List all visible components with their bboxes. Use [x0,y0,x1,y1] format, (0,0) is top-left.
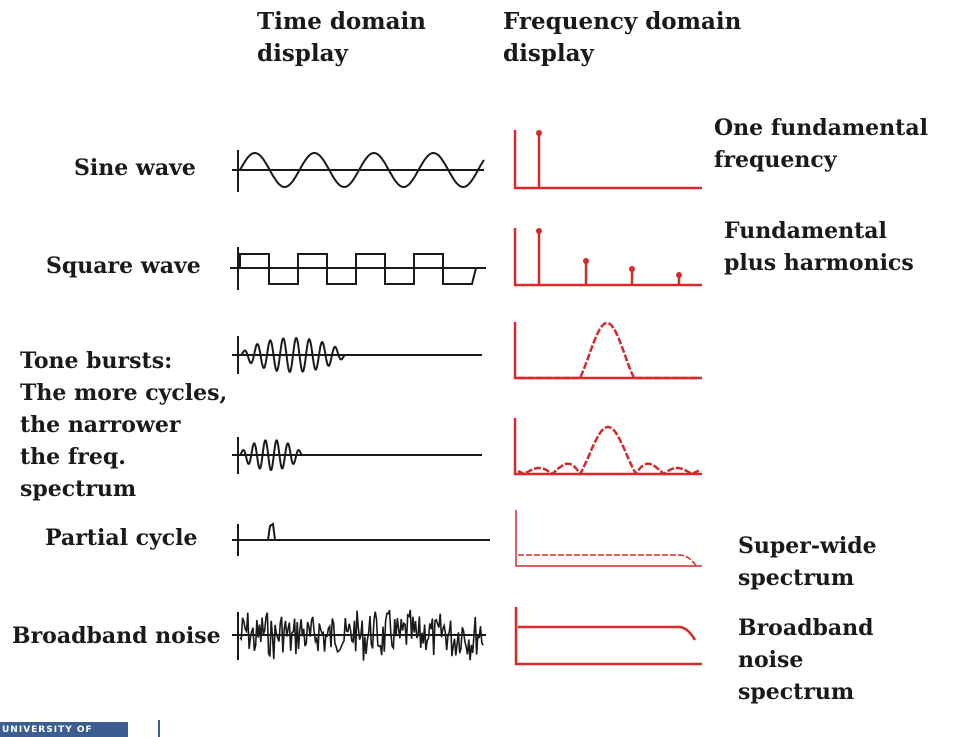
fundamental-harmonics-annotation: Fundamental plus harmonics [724,218,914,276]
sine-wave-label: Sine wave [74,155,196,181]
broadband-noise-label: Broadband noise [12,623,221,649]
partial-cycle-label: Partial cycle [45,525,198,551]
one-fundamental-annotation: One fundamental frequency [714,115,928,173]
broadband-noise-spectrum-annotation: Broadband noise spectrum [738,615,874,705]
square-wave-label: Square wave [46,253,201,279]
footer-divider [158,720,160,737]
super-wide-annotation: Super-wide spectrum [738,533,877,591]
tone-bursts-label: Tone bursts: The more cycles, the narrow… [20,348,228,502]
frequency-domain-header: Frequency domain display [503,8,742,67]
university-logo-text: UNIVERSITY OF [2,725,93,735]
university-logo-bar [0,722,128,737]
time-domain-header: Time domain display [257,8,426,67]
